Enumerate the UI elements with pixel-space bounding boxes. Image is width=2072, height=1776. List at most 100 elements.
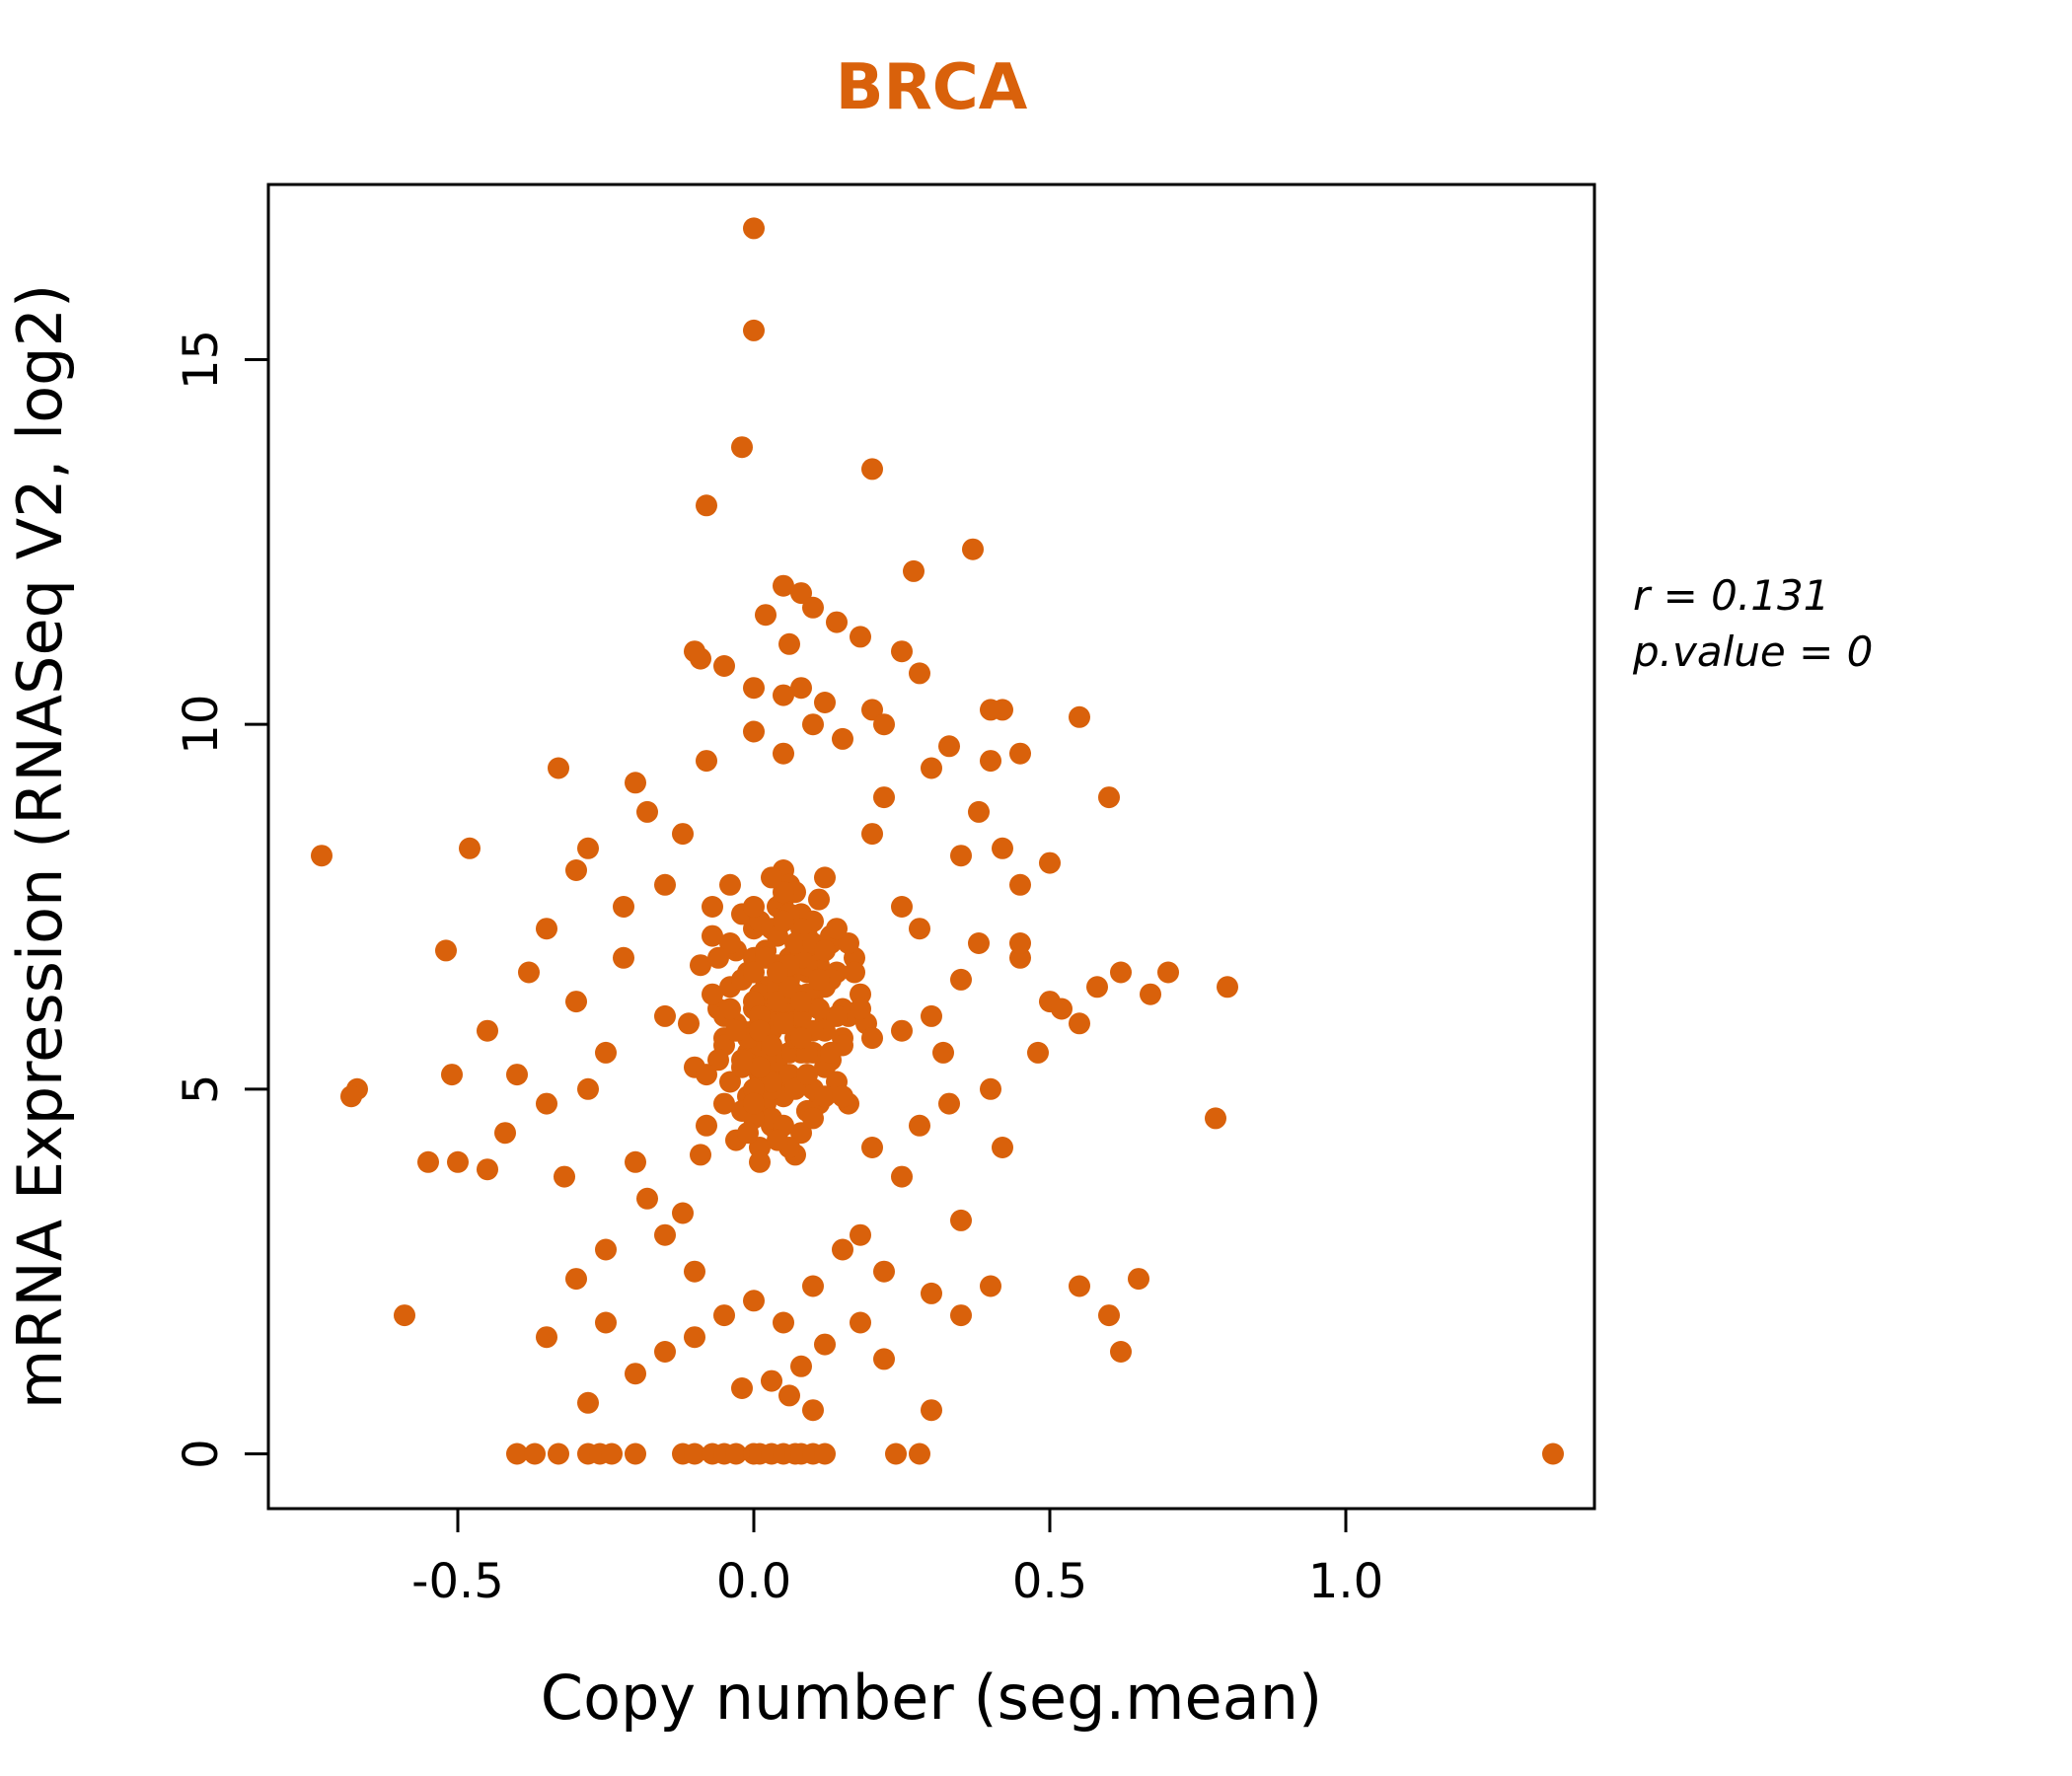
data-point: [980, 1275, 1001, 1297]
data-point: [802, 1399, 824, 1422]
data-point: [909, 662, 930, 685]
data-point: [950, 1304, 972, 1327]
data-point: [524, 1443, 546, 1465]
data-point: [980, 1077, 1001, 1100]
data-point: [773, 742, 794, 765]
data-point: [773, 1012, 794, 1035]
data-point: [968, 932, 990, 954]
data-point: [767, 991, 788, 1013]
data-point: [885, 1443, 907, 1465]
data-point: [1098, 786, 1120, 809]
data-point: [417, 1150, 439, 1173]
data-point: [1140, 983, 1161, 1005]
data-point: [494, 1122, 516, 1145]
data-point: [1110, 961, 1132, 984]
data-point: [719, 873, 741, 896]
data-point: [992, 1137, 1013, 1158]
data-point: [767, 1129, 788, 1151]
data-point: [1009, 742, 1031, 765]
data-point: [625, 1150, 646, 1173]
data-point: [506, 1443, 528, 1465]
data-point: [654, 1223, 676, 1246]
data-point: [1086, 976, 1108, 999]
data-point: [802, 1275, 824, 1297]
axis-ticks: -0.5 0.0 0.5 1.0 0 5 10 15: [174, 330, 1383, 1609]
data-point: [909, 1443, 930, 1465]
data-point: [459, 837, 481, 859]
data-point: [761, 1369, 782, 1392]
data-point: [743, 217, 765, 240]
data-point: [873, 713, 895, 736]
data-point: [749, 1019, 771, 1042]
data-point: [773, 1311, 794, 1334]
data-point: [980, 750, 1001, 773]
data-point: [921, 1004, 942, 1027]
data-point: [477, 1019, 498, 1042]
data-point: [808, 998, 830, 1020]
data-point: [565, 991, 587, 1013]
data-point: [814, 866, 836, 889]
data-point: [921, 1399, 942, 1422]
data-point: [832, 1085, 853, 1108]
data-point: [435, 939, 457, 962]
data-point: [861, 699, 883, 721]
data-point: [755, 946, 777, 969]
data-point: [554, 1165, 575, 1188]
x-tick-label: -0.5: [411, 1554, 504, 1609]
data-point: [536, 1092, 557, 1115]
data-point: [1542, 1443, 1564, 1465]
data-point: [814, 939, 836, 962]
x-tick-label: 0.0: [716, 1554, 791, 1609]
data-point: [743, 1290, 765, 1312]
data-point: [767, 961, 788, 984]
data-point: [506, 1064, 528, 1086]
data-point: [1157, 961, 1179, 984]
data-point: [577, 837, 599, 859]
data-point: [441, 1064, 463, 1086]
data-point: [773, 684, 794, 706]
data-point: [826, 611, 848, 633]
data-point: [814, 692, 836, 713]
data-point: [707, 1049, 729, 1072]
data-point: [1069, 1275, 1090, 1297]
data-point: [595, 1311, 617, 1334]
data-point: [808, 888, 830, 911]
data-point: [802, 713, 824, 736]
data-point: [595, 1238, 617, 1261]
x-tick-label: 0.5: [1012, 1554, 1087, 1609]
data-point: [1027, 1041, 1049, 1064]
data-point: [636, 800, 658, 823]
data-point: [790, 1122, 812, 1145]
data-point: [784, 1077, 806, 1100]
data-point: [696, 1114, 717, 1137]
data-point: [684, 1326, 705, 1349]
data-point: [518, 961, 540, 984]
data-point: [690, 954, 711, 977]
data-point: [1205, 1107, 1226, 1130]
data-point: [909, 918, 930, 940]
data-point: [743, 677, 765, 700]
data-point: [773, 910, 794, 932]
data-point: [814, 1443, 836, 1465]
annotation-p-value: p.value = 0: [1632, 628, 1873, 676]
data-point: [909, 1114, 930, 1137]
data-point: [850, 626, 871, 648]
data-point: [790, 1355, 812, 1377]
data-point: [873, 786, 895, 809]
data-point: [861, 1027, 883, 1050]
data-point: [790, 677, 812, 700]
data-point: [761, 1034, 782, 1057]
data-point: [873, 1260, 895, 1283]
data-point: [814, 1085, 836, 1108]
data-point: [1069, 1012, 1090, 1035]
data-point: [548, 1443, 569, 1465]
data-point: [565, 859, 587, 881]
data-point: [773, 574, 794, 597]
data-point: [749, 1056, 771, 1078]
data-point: [743, 896, 765, 918]
data-point: [832, 1238, 853, 1261]
data-point: [1098, 1304, 1120, 1327]
data-point: [980, 699, 1001, 721]
data-point: [1009, 932, 1031, 954]
data-point: [903, 559, 925, 582]
